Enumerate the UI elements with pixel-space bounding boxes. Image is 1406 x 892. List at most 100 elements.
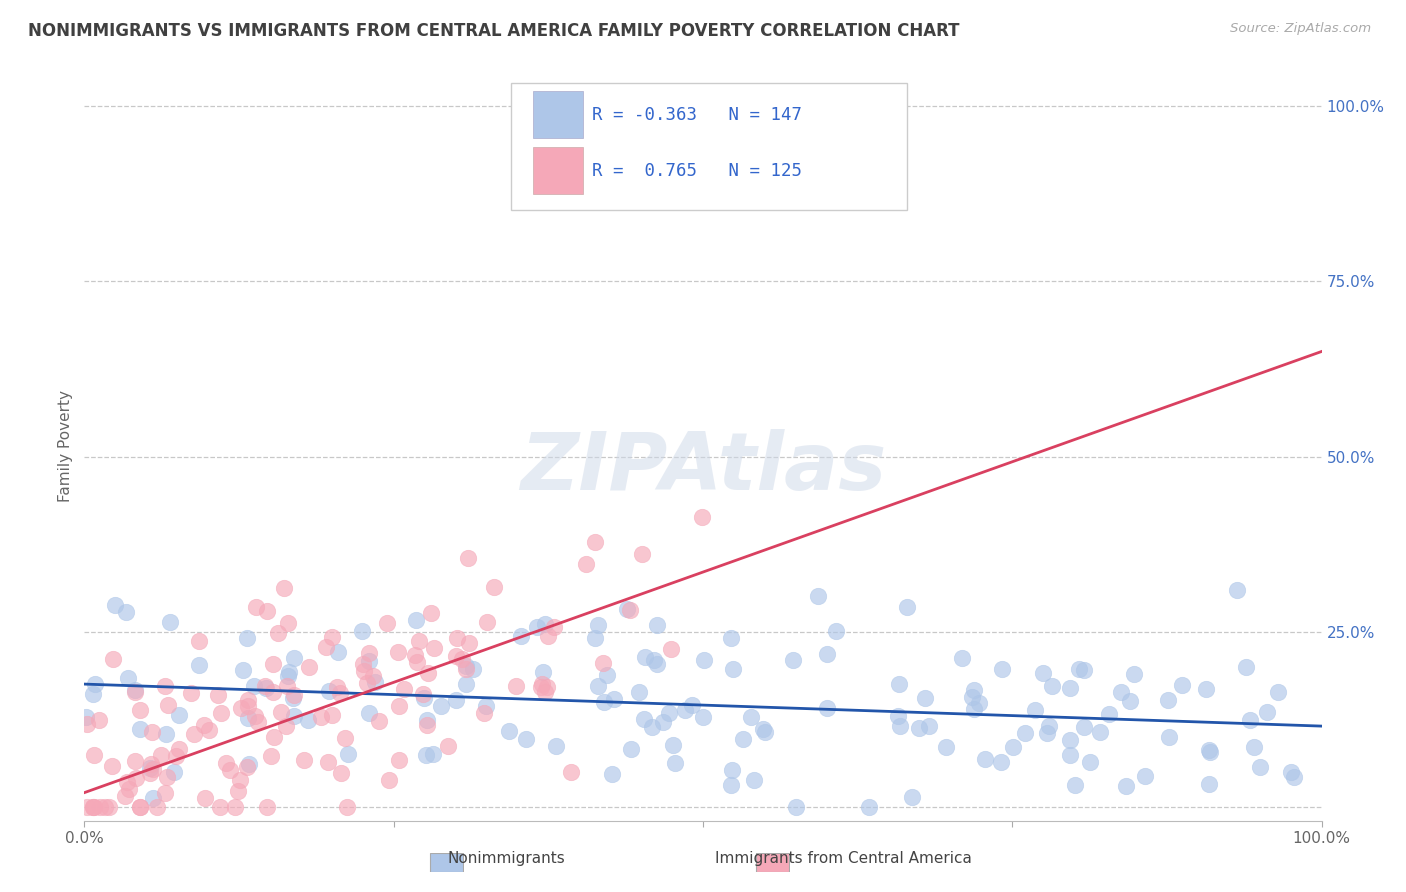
Point xyxy=(297,659,319,673)
Point xyxy=(1090,724,1112,739)
Point xyxy=(243,709,266,723)
Text: ZIPAtlas: ZIPAtlas xyxy=(520,429,886,508)
Point xyxy=(1024,703,1046,717)
Point xyxy=(583,632,606,646)
Point xyxy=(115,606,138,620)
Point xyxy=(633,712,655,726)
Point xyxy=(363,669,385,683)
Point xyxy=(991,662,1014,676)
Point xyxy=(627,685,650,699)
Point xyxy=(1157,693,1180,707)
Point xyxy=(1098,707,1121,722)
Point xyxy=(1073,663,1095,677)
Point xyxy=(908,722,931,736)
Point xyxy=(359,706,381,721)
Point xyxy=(83,748,105,763)
Point xyxy=(353,664,375,678)
Point xyxy=(336,799,359,814)
Point xyxy=(101,652,124,666)
Point xyxy=(693,653,716,667)
Point xyxy=(543,620,565,634)
Point xyxy=(534,616,557,631)
Point xyxy=(446,649,468,664)
Point xyxy=(721,662,744,676)
Point xyxy=(586,617,609,632)
Point xyxy=(405,655,427,669)
Point xyxy=(526,620,548,634)
Point xyxy=(283,650,305,665)
Point xyxy=(357,646,380,660)
Point xyxy=(387,645,409,659)
Point xyxy=(918,719,941,733)
Point xyxy=(83,677,105,691)
FancyBboxPatch shape xyxy=(533,147,583,194)
Point xyxy=(321,708,343,723)
Point xyxy=(456,677,478,691)
Point xyxy=(209,706,232,720)
Point xyxy=(1067,662,1090,676)
Point xyxy=(141,725,163,739)
Point xyxy=(720,778,742,792)
Point xyxy=(963,702,986,716)
Point xyxy=(128,722,150,736)
Point xyxy=(645,617,668,632)
Point xyxy=(1284,770,1306,784)
Point xyxy=(352,657,374,672)
Point xyxy=(1109,685,1132,699)
Point xyxy=(1059,733,1081,747)
Point xyxy=(681,698,703,712)
Point xyxy=(146,799,169,814)
Point xyxy=(960,690,983,704)
Point xyxy=(647,657,669,672)
Point xyxy=(423,640,446,655)
Point xyxy=(752,722,775,736)
Point xyxy=(377,615,399,630)
Point xyxy=(180,686,202,700)
Point xyxy=(887,709,910,723)
Point xyxy=(785,799,807,814)
Point xyxy=(782,653,804,667)
Point xyxy=(197,723,219,737)
Point xyxy=(125,771,148,785)
Point xyxy=(368,714,391,728)
Point xyxy=(142,762,165,776)
Point xyxy=(276,679,298,693)
Point xyxy=(260,748,283,763)
Point xyxy=(592,656,614,670)
Point xyxy=(283,709,305,723)
Point xyxy=(329,765,352,780)
Point xyxy=(412,691,434,706)
Point xyxy=(309,710,332,724)
Point xyxy=(256,604,278,618)
Point xyxy=(1239,713,1261,727)
Point xyxy=(316,755,339,769)
Point xyxy=(1256,705,1278,719)
Point xyxy=(533,685,555,699)
Point xyxy=(1040,679,1063,693)
Point xyxy=(408,634,430,648)
Point xyxy=(634,649,657,664)
Point xyxy=(104,599,127,613)
Point xyxy=(281,690,304,705)
Point xyxy=(215,756,238,770)
Point xyxy=(128,799,150,814)
Point xyxy=(1267,684,1289,698)
Point xyxy=(238,711,260,725)
Point xyxy=(560,764,582,779)
Point xyxy=(596,667,619,681)
Point xyxy=(274,719,297,733)
Point xyxy=(583,535,606,549)
Point xyxy=(364,675,387,690)
Point xyxy=(142,790,165,805)
Point xyxy=(1198,777,1220,791)
Point xyxy=(1119,693,1142,707)
Point xyxy=(153,786,176,800)
Point xyxy=(457,550,479,565)
Point xyxy=(139,766,162,780)
Point xyxy=(1063,778,1085,792)
Point xyxy=(586,679,609,693)
Point xyxy=(235,631,257,645)
Point xyxy=(662,738,685,752)
Point xyxy=(156,698,179,712)
Point xyxy=(207,688,229,702)
